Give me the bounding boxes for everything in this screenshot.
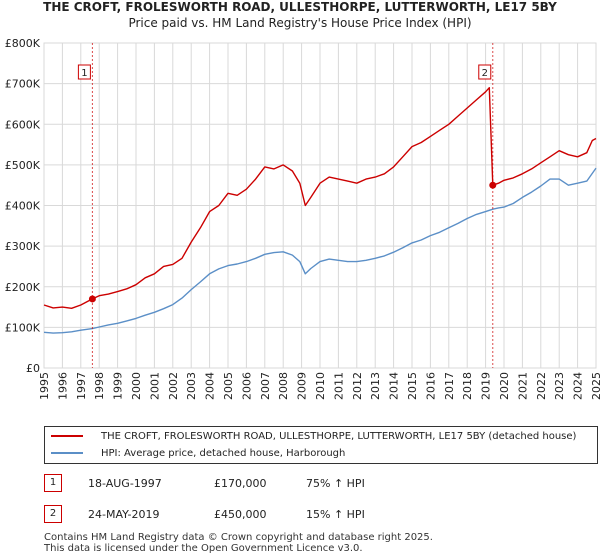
x-tick-label: 2001	[148, 372, 161, 400]
sale-marker-label: 2	[482, 68, 488, 79]
x-tick-label: 2018	[461, 372, 474, 400]
transaction-number: 2	[44, 505, 62, 523]
x-tick-label: 2023	[553, 372, 566, 400]
x-tick-label: 1996	[56, 372, 69, 400]
y-tick-label: £0	[26, 362, 40, 375]
x-tick-label: 2002	[167, 372, 180, 400]
grid-layer	[43, 42, 597, 369]
x-tick-label: 2021	[516, 372, 529, 400]
footer-attribution: Contains HM Land Registry data © Crown c…	[44, 532, 433, 554]
y-axis: £0 £100K £200K £300K £400K £500K £600K £700K £80…	[5, 37, 41, 375]
y-tick-label: £500K	[5, 159, 41, 172]
sale-marker-box	[77, 64, 91, 80]
x-tick-label: 2008	[277, 372, 290, 400]
x-tick-label: 2009	[296, 372, 309, 400]
y-tick-label: £200K	[5, 281, 41, 294]
x-tick-label: 2014	[388, 372, 401, 400]
transaction-date: 18-AUG-1997	[88, 477, 162, 490]
x-tick-label: 1995	[38, 372, 51, 400]
x-tick-label: 2012	[351, 372, 364, 400]
x-tick-label: 2005	[222, 372, 235, 400]
x-tick-label: 2025	[590, 372, 600, 400]
x-tick-label: 2003	[185, 372, 198, 400]
x-tick-label: 1998	[93, 372, 106, 400]
legend-swatch-property	[51, 435, 83, 437]
transaction-date: 24-MAY-2019	[88, 508, 160, 521]
chart-subtitle: Price paid vs. HM Land Registry's House …	[128, 16, 472, 30]
x-axis: 1995 1996 1997 1998 1999 2000 2001 2002 2003 2004…	[38, 372, 600, 400]
footer-line: This data is licensed under the Open Gov…	[44, 543, 363, 554]
y-tick-label: £300K	[5, 240, 41, 253]
x-tick-label: 1999	[112, 372, 125, 400]
transaction-number: 1	[44, 474, 62, 492]
sale-marker-box	[478, 64, 492, 80]
x-tick-label: 2013	[369, 372, 382, 400]
series-layer	[43, 87, 597, 334]
transaction-hpi: 75% ↑ HPI	[306, 477, 365, 490]
sale-point	[88, 295, 96, 303]
x-tick-label: 2011	[332, 372, 345, 400]
chart-title: THE CROFT, FROLESWORTH ROAD, ULLESTHORPE…	[43, 0, 557, 14]
footer-line: Contains HM Land Registry data © Crown c…	[44, 532, 433, 543]
x-tick-label: 2004	[204, 372, 217, 400]
legend-label-hpi: HPI: Average price, detached house, Harb…	[101, 448, 346, 459]
x-tick-label: 2017	[443, 372, 456, 400]
sale-marker-label: 1	[81, 68, 87, 79]
sale-point	[489, 181, 497, 189]
property-series-line	[43, 87, 597, 309]
hpi-series-line	[43, 167, 597, 334]
x-tick-label: 2020	[498, 372, 511, 400]
x-tick-label: 2024	[572, 372, 585, 400]
y-tick-label: £700K	[5, 78, 41, 91]
x-tick-label: 2016	[424, 372, 437, 400]
legend-item-hpi: HPI: Average price, detached house, Harb…	[51, 446, 345, 462]
legend: THE CROFT, FROLESWORTH ROAD, ULLESTHORPE…	[44, 426, 598, 464]
x-tick-label: 2000	[130, 372, 143, 400]
line-chart: £0 £100K £200K £300K £400K £500K £600K £700K £80…	[5, 37, 600, 400]
y-tick-label: £600K	[5, 118, 41, 131]
x-tick-label: 2022	[535, 372, 548, 400]
legend-item-property: THE CROFT, FROLESWORTH ROAD, ULLESTHORPE…	[51, 429, 576, 445]
transaction-hpi: 15% ↑ HPI	[306, 508, 365, 521]
x-tick-label: 2007	[259, 372, 272, 400]
x-tick-label: 2006	[240, 372, 253, 400]
x-tick-label: 1997	[75, 372, 88, 400]
x-tick-label: 2015	[406, 372, 419, 400]
legend-label-property: THE CROFT, FROLESWORTH ROAD, ULLESTHORPE…	[101, 431, 577, 442]
x-tick-label: 2019	[480, 372, 493, 400]
x-tick-label: 2010	[314, 372, 327, 400]
y-tick-label: £800K	[5, 37, 41, 50]
y-tick-label: £100K	[5, 321, 41, 334]
transaction-price: £170,000	[214, 477, 267, 490]
y-tick-label: £400K	[5, 200, 41, 213]
legend-swatch-hpi	[51, 452, 83, 454]
transaction-price: £450,000	[214, 508, 267, 521]
